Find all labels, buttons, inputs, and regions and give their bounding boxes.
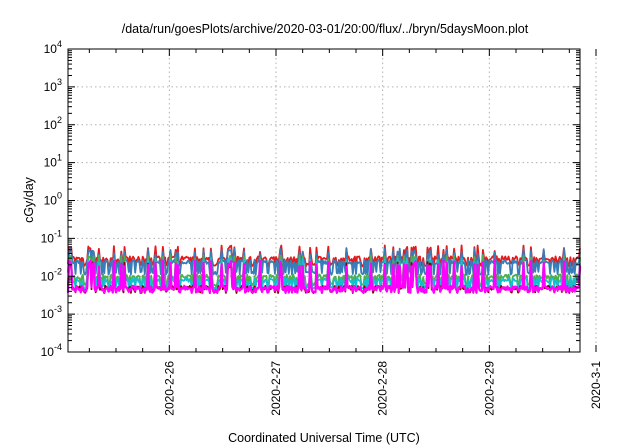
x-tick-label: 2020-2-28 <box>376 361 390 416</box>
y-tick-label: 102 <box>44 115 62 132</box>
y-tick-label: 10-1 <box>41 228 62 245</box>
y-tick-label: 100 <box>44 191 62 208</box>
y-axis-label: cGy/day <box>22 176 36 223</box>
y-tick-label: 10-2 <box>41 266 62 283</box>
y-tick-label: 10-4 <box>41 342 62 359</box>
series-line <box>67 247 581 276</box>
chart-title: /data/run/goesPlots/archive/2020-03-01/2… <box>122 22 529 36</box>
x-tick-label: 2020-3-1 <box>589 361 603 409</box>
x-tick-label: 2020-2-26 <box>162 361 176 416</box>
x-axis: 2020-2-26 2020-2-27 2020-2-28 2020-2-29 2020… <box>88 49 603 416</box>
y-tick-label: 104 <box>44 39 62 56</box>
series-line <box>66 259 582 295</box>
y-tick-label: 10-3 <box>41 304 62 321</box>
y-tick-label: 101 <box>44 153 62 170</box>
x-tick-label: 2020-2-29 <box>482 361 496 416</box>
y-axis: 10-4 10-3 10-2 10-1 100 101 102 103 104 <box>41 39 580 359</box>
y-tick-label: 103 <box>44 77 62 94</box>
x-axis-label: Coordinated Universal Time (UTC) <box>228 431 420 445</box>
series-group <box>66 244 582 295</box>
grid <box>68 49 597 352</box>
x-tick-label: 2020-2-27 <box>269 361 283 416</box>
